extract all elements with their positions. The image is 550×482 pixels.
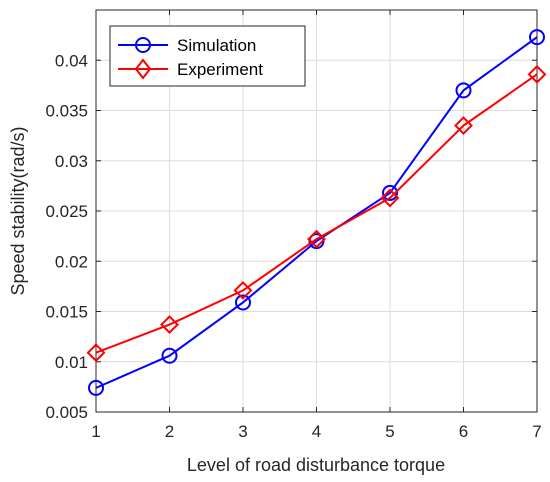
axis-ticks bbox=[95, 10, 538, 413]
y-tick-label: 0.01 bbox=[55, 353, 88, 372]
simulation-data-point bbox=[161, 347, 178, 364]
experiment-data-point bbox=[454, 116, 473, 135]
data-series bbox=[86, 29, 547, 396]
x-tick-label: 6 bbox=[459, 422, 468, 441]
y-tick-label: 0.025 bbox=[45, 202, 88, 221]
x-tick-label: 4 bbox=[312, 422, 321, 441]
simulation-data-point bbox=[382, 184, 398, 201]
simulation-data-point bbox=[529, 29, 545, 46]
experiment-data-point bbox=[233, 280, 253, 300]
y-tick-labels: 0.005 0.01 0.015 0.02 0.025 0.03 0.035 0.04 bbox=[45, 51, 88, 422]
legend: Simulation Experiment bbox=[109, 25, 306, 87]
simulation-data-point bbox=[455, 82, 472, 99]
experiment-data-point bbox=[307, 229, 326, 249]
simulation-data-point bbox=[88, 379, 104, 396]
y-axis-label: Speed stability(rad/s) bbox=[8, 126, 28, 295]
x-tick-label: 1 bbox=[91, 422, 100, 441]
x-tick-label: 2 bbox=[165, 422, 174, 441]
experiment-data-point bbox=[527, 64, 547, 84]
legend-experiment-label: Experiment bbox=[177, 60, 263, 79]
simulation-series-line bbox=[95, 36, 538, 389]
x-tick-labels: 1 2 3 4 5 6 7 bbox=[91, 422, 541, 441]
y-tick-label: 0.02 bbox=[55, 252, 88, 271]
experiment-series-line bbox=[95, 73, 538, 354]
experiment-data-point bbox=[380, 188, 400, 208]
y-tick-label: 0.005 bbox=[45, 403, 88, 422]
experiment-data-point bbox=[86, 343, 106, 363]
x-axis-label: Level of road disturbance torque bbox=[187, 455, 445, 475]
x-tick-label: 5 bbox=[385, 422, 394, 441]
simulation-data-point bbox=[235, 294, 251, 311]
legend-simulation-label: Simulation bbox=[177, 36, 256, 55]
legend-experiment-marker bbox=[134, 58, 152, 80]
experiment-data-point bbox=[160, 315, 179, 334]
y-tick-label: 0.04 bbox=[55, 51, 88, 70]
x-tick-label: 3 bbox=[238, 422, 247, 441]
y-tick-label: 0.03 bbox=[55, 152, 88, 171]
y-tick-label: 0.015 bbox=[45, 303, 88, 322]
x-tick-label: 7 bbox=[532, 422, 541, 441]
legend-simulation-marker bbox=[135, 37, 151, 53]
y-tick-label: 0.035 bbox=[45, 102, 88, 121]
